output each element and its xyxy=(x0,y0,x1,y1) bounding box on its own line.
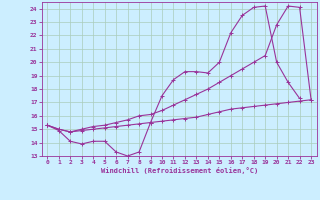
X-axis label: Windchill (Refroidissement éolien,°C): Windchill (Refroidissement éolien,°C) xyxy=(100,167,258,174)
